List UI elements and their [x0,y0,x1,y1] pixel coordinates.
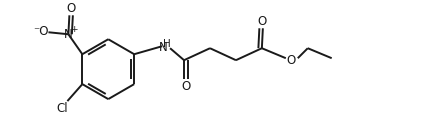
Text: N: N [159,41,168,54]
Text: O: O [181,80,190,93]
Text: +: + [70,25,78,34]
Text: H: H [163,39,171,49]
Text: ⁻O: ⁻O [34,25,49,38]
Text: O: O [66,2,76,15]
Text: O: O [286,54,295,67]
Text: N: N [64,28,73,41]
Text: Cl: Cl [57,102,68,115]
Text: O: O [257,15,267,28]
